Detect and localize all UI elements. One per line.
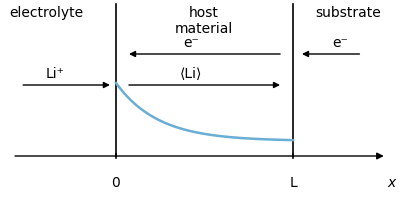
Text: x: x: [388, 176, 396, 190]
Text: substrate: substrate: [315, 6, 381, 20]
Text: e⁻: e⁻: [183, 36, 199, 50]
Text: ⟨Li⟩: ⟨Li⟩: [180, 67, 202, 81]
Text: electrolyte: electrolyte: [10, 6, 84, 20]
Text: host
material: host material: [174, 6, 233, 36]
Text: Li⁺: Li⁺: [46, 67, 64, 81]
Text: L: L: [289, 176, 297, 190]
Text: e⁻: e⁻: [332, 36, 348, 50]
Text: 0: 0: [112, 176, 120, 190]
